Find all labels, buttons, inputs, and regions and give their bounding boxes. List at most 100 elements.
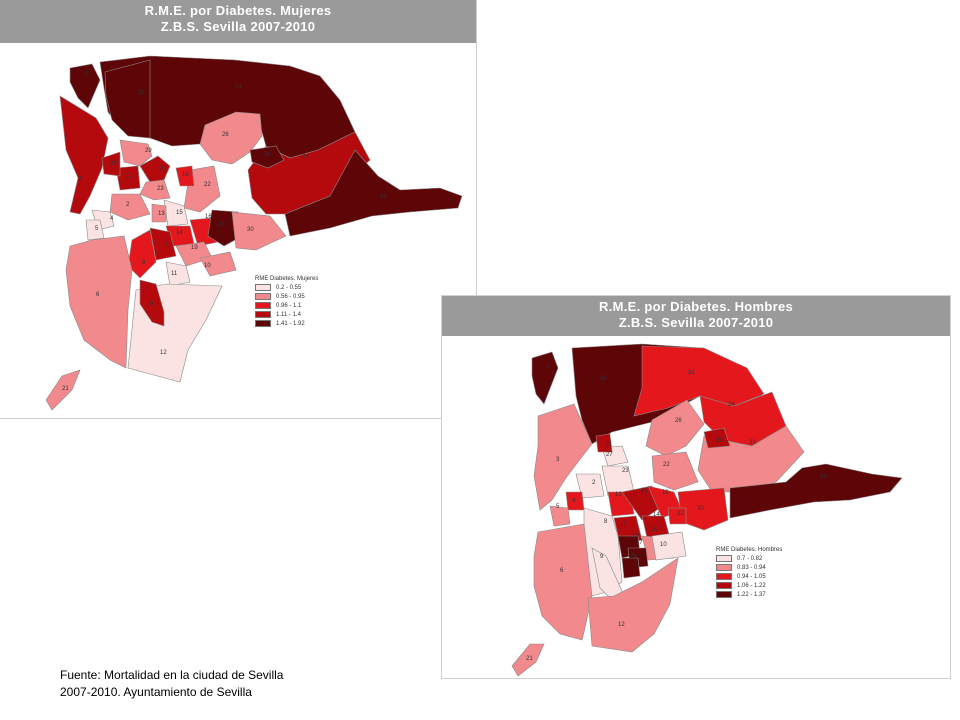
zone-label: 16: [205, 214, 212, 220]
legend-item: 1.11 - 1.4: [255, 310, 318, 319]
zone-label: 9: [142, 260, 146, 266]
zone-label: 30: [247, 227, 254, 233]
map-zone: [621, 557, 641, 579]
zone-label: 31: [235, 84, 242, 90]
legend-label: 0.2 - 0.55: [276, 284, 302, 291]
zone-label: 1: [85, 70, 89, 76]
zone-label: 33: [380, 194, 387, 200]
zone-label: 8: [150, 301, 154, 307]
map-zone: [651, 451, 699, 491]
zone-label: 24: [728, 402, 735, 408]
zone-label: 12: [618, 622, 625, 628]
zone-label: 5: [95, 226, 99, 232]
map-zone: [65, 235, 133, 369]
legend-swatch: [716, 573, 732, 580]
zone-label: 11: [171, 271, 178, 277]
zone-label: 23: [157, 186, 164, 192]
legend-label: 0.56 - 0.95: [276, 293, 305, 300]
zone-label: 30: [697, 506, 704, 512]
zone-label: 14: [176, 230, 183, 236]
zone-label: 15: [176, 210, 183, 216]
legend-item: 1.06 - 1.22: [716, 581, 782, 590]
map-zone: [703, 427, 731, 449]
zone-label: 4: [110, 216, 114, 222]
zone-label: 12: [160, 350, 167, 356]
zone-label: 19: [191, 245, 198, 251]
source-note: Fuente: Mortalidad en la ciudad de Sevil…: [60, 667, 283, 701]
map-zone: [575, 473, 605, 499]
map-zone: [595, 433, 613, 453]
map-zone: [587, 557, 679, 653]
zone-label: 28: [630, 554, 637, 560]
zone-label: 7: [623, 521, 627, 527]
map-zone: [231, 211, 287, 251]
source-line: Fuente: Mortalidad en la ciudad de Sevil…: [60, 668, 284, 682]
zone-label: 2: [592, 480, 596, 486]
map-zone: [139, 155, 171, 183]
zone-label: 7: [165, 242, 169, 248]
zone-label: 26: [675, 418, 682, 424]
legend-label: 0.83 - 0.94: [737, 564, 766, 571]
zone-label: 25: [716, 438, 723, 444]
zone-label: 17: [126, 174, 133, 180]
legend-label: 1.22 - 1.37: [737, 591, 766, 598]
zone-label: 16: [662, 490, 669, 496]
map-zone: [531, 351, 559, 405]
legend-label: 0.7 - 0.82: [737, 555, 763, 562]
map-zone: [119, 139, 153, 167]
zone-label: 3: [556, 457, 560, 463]
zone-label: 22: [204, 182, 211, 188]
legend-label: 1.11 - 1.4: [276, 311, 301, 318]
zone-label: 21: [62, 386, 69, 392]
map-title: R.M.E. por Diabetes. Mujeres: [144, 3, 332, 18]
legend-swatch: [255, 293, 271, 300]
zone-label: 27: [606, 452, 613, 458]
map-zone: [729, 463, 903, 519]
map-zone: [284, 149, 463, 237]
zone-label: 21: [526, 656, 533, 662]
legend-item: 0.96 - 1.1: [255, 301, 318, 310]
legend-item: 1.41 - 1.92: [255, 319, 318, 328]
zone-label: 8: [604, 519, 608, 525]
zone-label: 29: [145, 148, 152, 154]
legend-swatch: [255, 284, 271, 291]
legend-label: 1.41 - 1.92: [276, 320, 305, 327]
zone-label: 22: [663, 462, 670, 468]
map-zone: [59, 95, 109, 215]
map-legend: RME Diabetes. Hombres 0.7 - 0.82 0.83 - …: [716, 547, 782, 599]
legend-title: RME Diabetes. Hombres: [716, 547, 783, 553]
zone-label: 17: [636, 540, 643, 546]
map-zone: [85, 219, 105, 241]
legend-swatch: [255, 320, 271, 327]
zone-label: 3: [78, 176, 82, 182]
zone-label: 27: [160, 166, 167, 172]
legend-item: 0.7 - 0.82: [716, 554, 782, 563]
legend-swatch: [716, 591, 732, 598]
map-zone: [667, 507, 687, 525]
zone-label: 32: [600, 376, 607, 382]
zone-label: 4: [572, 498, 576, 504]
legend-label: 0.96 - 1.1: [276, 302, 302, 309]
map-zone: [511, 643, 545, 677]
map-subtitle: Z.B.S. Sevilla 2007-2010: [618, 315, 774, 330]
legend-item: 0.83 - 0.94: [716, 563, 782, 572]
map-zone: [139, 179, 171, 201]
map-title-banner: R.M.E. por Diabetes. Mujeres Z.B.S. Sevi…: [0, 0, 476, 43]
map-panel-mujeres: R.M.E. por Diabetes. Mujeres Z.B.S. Sevi…: [0, 0, 477, 419]
zone-label: 10: [660, 542, 667, 548]
map-title: R.M.E. por Diabetes. Hombres: [598, 299, 794, 314]
zone-label: 18: [650, 527, 657, 533]
zone-label: 25: [264, 152, 271, 158]
zone-label: 24: [302, 154, 309, 160]
zone-label: 6: [96, 292, 100, 298]
zone-label: 20: [820, 474, 827, 480]
zone-label: 18: [182, 172, 189, 178]
map-subtitle: Z.B.S. Sevilla 2007-2010: [160, 19, 316, 34]
legend-title: RME Diabetes. Mujeres: [255, 276, 319, 282]
legend-swatch: [255, 311, 271, 318]
zone-label: 1: [546, 364, 550, 370]
zone-label: 33: [749, 440, 756, 446]
map-zone: [533, 403, 593, 511]
